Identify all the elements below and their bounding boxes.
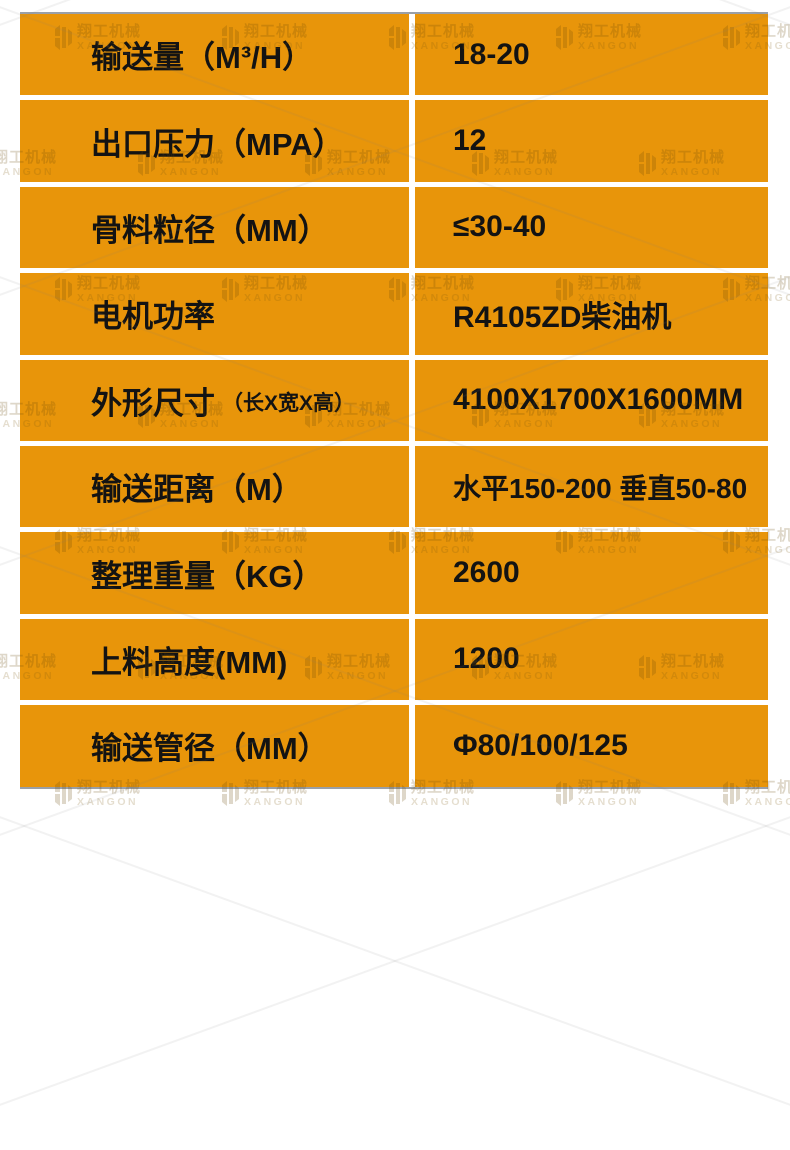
spec-label-cell: 输送距离（M） [20,445,409,528]
diagonal-watermark-line [0,771,790,1150]
diagonal-watermark-line [0,771,790,1150]
spec-label: 整理重量（KG） [91,558,324,594]
spec-value: 2600 [453,556,520,590]
spec-label-cell: 整理重量（KG） [20,532,409,614]
spec-value: 1200 [453,642,520,676]
spec-value: ≤30-40 [453,210,547,244]
spec-label-cell: 骨料粒径（MM） [20,186,409,269]
spec-value-cell: Φ80/100/125 [415,705,768,787]
spec-table: 输送量（M³/H） 18-20 出口压力（MPA） 12 骨料粒径（MM） ≤3… [20,12,768,789]
spec-value-cell: 12 [415,100,768,182]
spec-value-cell: 18-20 [415,14,768,96]
brand-name-en: XANGON [77,796,139,808]
spec-label: 上料高度(MM) [91,644,288,680]
spec-value: 18-20 [453,37,530,71]
spec-label: 输送距离（M） [91,472,303,508]
spec-value-cell: 2600 [415,532,768,614]
spec-value-cell: 水平150-200 垂直50-80 [415,445,768,528]
spec-label: 输送量（M³/H） [91,40,314,76]
spec-value: 12 [453,124,487,158]
spec-value: 4100X1700X1600MM [453,383,744,417]
spec-value-cell: 4100X1700X1600MM [415,359,768,441]
spec-label-cell: 外形尺寸 （长X宽X高） [20,359,409,441]
spec-label-suffix: （长X宽X高） [222,391,356,415]
spec-label: 外形尺寸 [91,385,215,421]
brand-name-en: XANGON [745,796,790,808]
spec-value-cell: ≤30-40 [415,186,768,269]
brand-name-en: XANGON [411,796,473,808]
brand-name-en: XANGON [578,796,640,808]
spec-label: 输送管径（MM） [91,731,329,767]
brand-name-en: XANGON [244,796,306,808]
spec-value: R4105ZD柴油机 [453,300,672,334]
spec-value: 水平150-200 垂直50-80 [453,472,748,504]
spec-label-cell: 输送管径（MM） [20,705,409,787]
spec-label-cell: 上料高度(MM) [20,618,409,701]
spec-value-cell: 1200 [415,618,768,701]
spec-value: Φ80/100/125 [453,728,628,762]
spec-label-cell: 电机功率 [20,273,409,355]
spec-label-cell: 出口压力（MPA） [20,100,409,182]
spec-label: 骨料粒径（MM） [91,212,329,248]
spec-label-cell: 输送量（M³/H） [20,14,409,96]
spec-label: 出口压力（MPA） [91,126,344,162]
spec-label: 电机功率 [91,299,215,335]
spec-value-cell: R4105ZD柴油机 [415,273,768,355]
